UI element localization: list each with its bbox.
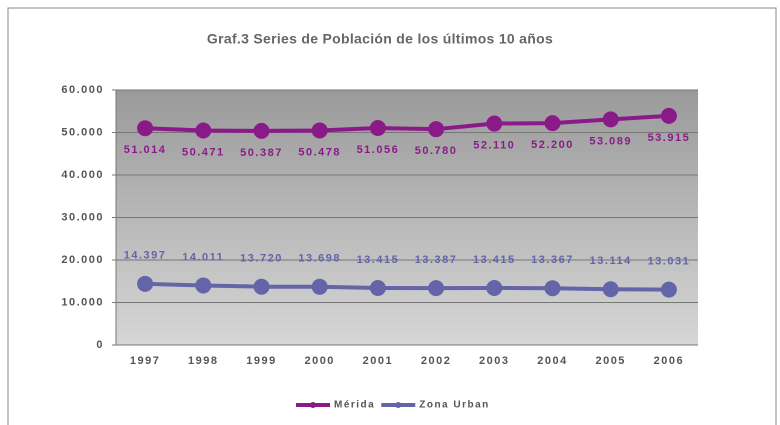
point [137, 120, 154, 137]
chart-title: Graf.3 Series de Población de los último… [207, 31, 553, 47]
legend-marker [395, 402, 402, 408]
legend-label: Mérida [334, 400, 375, 411]
x-tick-label: 1997 [130, 355, 160, 367]
point [544, 115, 561, 132]
x-tick-label: 2000 [304, 355, 334, 367]
data-label: 13.415 [357, 254, 400, 266]
data-label: 13.114 [590, 255, 632, 267]
x-tick-label: 1998 [188, 355, 218, 367]
data-label: 50.780 [415, 145, 458, 157]
data-label: 52.200 [531, 139, 574, 151]
y-tick-label: 50.000 [61, 126, 104, 138]
data-label: 13.698 [298, 253, 341, 265]
point [486, 279, 503, 296]
data-label: 52.110 [473, 139, 515, 151]
data-label: 50.387 [240, 147, 283, 159]
data-label: 13.367 [531, 254, 574, 266]
data-label: 13.031 [648, 256, 691, 268]
point [253, 122, 270, 139]
x-tick-label: 2003 [479, 355, 509, 367]
data-label: 50.478 [298, 146, 341, 158]
data-label: 13.720 [240, 253, 283, 265]
y-tick-label: 20.000 [61, 254, 104, 266]
data-label: 50.471 [182, 146, 225, 158]
x-tick-label: 1999 [246, 355, 276, 367]
point [195, 277, 212, 294]
y-tick-label: 30.000 [61, 211, 104, 223]
point [660, 107, 677, 124]
point [544, 280, 561, 297]
x-tick-label: 2001 [363, 355, 393, 367]
data-label: 53.089 [589, 135, 632, 147]
data-label: 13.415 [473, 254, 516, 266]
series-line [145, 113, 670, 133]
point [428, 280, 445, 297]
x-tick-label: 2005 [595, 355, 625, 367]
point [369, 120, 386, 137]
data-label: 14.397 [124, 250, 167, 262]
series-line [145, 281, 669, 292]
y-tick-label: 10.000 [61, 296, 104, 308]
x-tick-label: 2006 [654, 355, 684, 367]
point [311, 122, 328, 139]
y-tick-label: 40.000 [61, 169, 104, 181]
point [137, 275, 154, 292]
x-tick-label: 2002 [421, 355, 451, 367]
legend-label: Zona Urban [419, 400, 490, 411]
y-tick-label: 0 [96, 339, 104, 351]
point [602, 111, 619, 128]
data-label: 13.387 [415, 254, 458, 266]
point [660, 281, 677, 298]
data-label: 53.915 [648, 132, 691, 144]
point [428, 121, 445, 138]
legend-marker [310, 402, 316, 408]
data-label: 14.011 [182, 251, 224, 263]
data-label: 51.014 [124, 144, 167, 156]
point [195, 122, 212, 139]
point [311, 278, 328, 295]
data-label: 51.056 [357, 144, 400, 156]
point [602, 281, 619, 298]
x-tick-label: 2004 [537, 355, 567, 367]
point [253, 278, 270, 295]
y-tick-label: 60.000 [61, 84, 104, 96]
point [486, 115, 503, 132]
point [369, 279, 386, 296]
